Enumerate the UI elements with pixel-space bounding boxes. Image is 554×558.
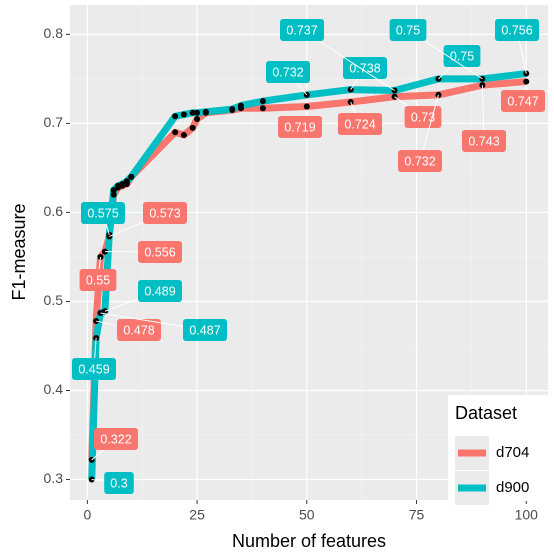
x-tick-label: 100	[515, 507, 539, 523]
y-tick-label: 0.3	[44, 470, 64, 486]
data-label: 0.478	[123, 323, 154, 337]
data-label: 0.738	[349, 61, 380, 75]
point	[190, 125, 196, 131]
y-tick-label: 0.4	[44, 381, 64, 397]
y-tick-label: 0.7	[44, 114, 64, 130]
data-label: 0.489	[144, 284, 175, 298]
data-label: 0.322	[100, 432, 131, 446]
point	[260, 98, 266, 104]
point	[523, 79, 529, 85]
data-label: 0.55	[86, 273, 110, 287]
x-tick-label: 0	[83, 507, 91, 523]
data-label: 0.73	[411, 110, 435, 124]
data-label: 0.575	[87, 206, 118, 220]
y-tick-label: 0.5	[44, 292, 64, 308]
point	[194, 110, 200, 116]
y-tick-label: 0.6	[44, 203, 64, 219]
x-tick-label: 25	[189, 507, 205, 523]
data-label: 0.487	[189, 323, 220, 337]
legend-label: d900	[496, 479, 529, 496]
point	[124, 178, 130, 184]
x-axis-title: Number of features	[232, 531, 386, 551]
data-label: 0.732	[272, 65, 303, 79]
data-label: 0.3	[110, 476, 127, 490]
point	[128, 174, 134, 180]
y-tick-label: 0.8	[44, 25, 64, 41]
point	[304, 103, 310, 109]
legend-label: d704	[496, 444, 529, 461]
point	[111, 187, 117, 193]
data-label: 0.737	[286, 23, 317, 37]
data-label: 0.75	[450, 49, 474, 63]
x-tick-label: 50	[299, 507, 315, 523]
data-label: 0.732	[404, 154, 435, 168]
point	[181, 112, 187, 118]
data-label: 0.75	[396, 23, 420, 37]
data-label: 0.556	[144, 245, 175, 259]
point	[181, 132, 187, 138]
point	[172, 113, 178, 119]
legend-title: Dataset	[455, 403, 517, 423]
data-label: 0.724	[344, 117, 375, 131]
point	[229, 106, 235, 112]
data-label: 0.743	[468, 134, 499, 148]
data-label: 0.573	[149, 206, 180, 220]
point	[194, 116, 200, 122]
point	[203, 109, 209, 115]
data-label: 0.747	[507, 94, 538, 108]
x-tick-label: 75	[409, 507, 425, 523]
point	[172, 129, 178, 135]
data-label: 0.719	[284, 120, 315, 134]
data-label: 0.756	[501, 23, 532, 37]
y-axis-title: F1-measure	[9, 203, 29, 300]
data-label: 0.459	[78, 362, 109, 376]
point	[238, 103, 244, 109]
point	[260, 105, 266, 111]
